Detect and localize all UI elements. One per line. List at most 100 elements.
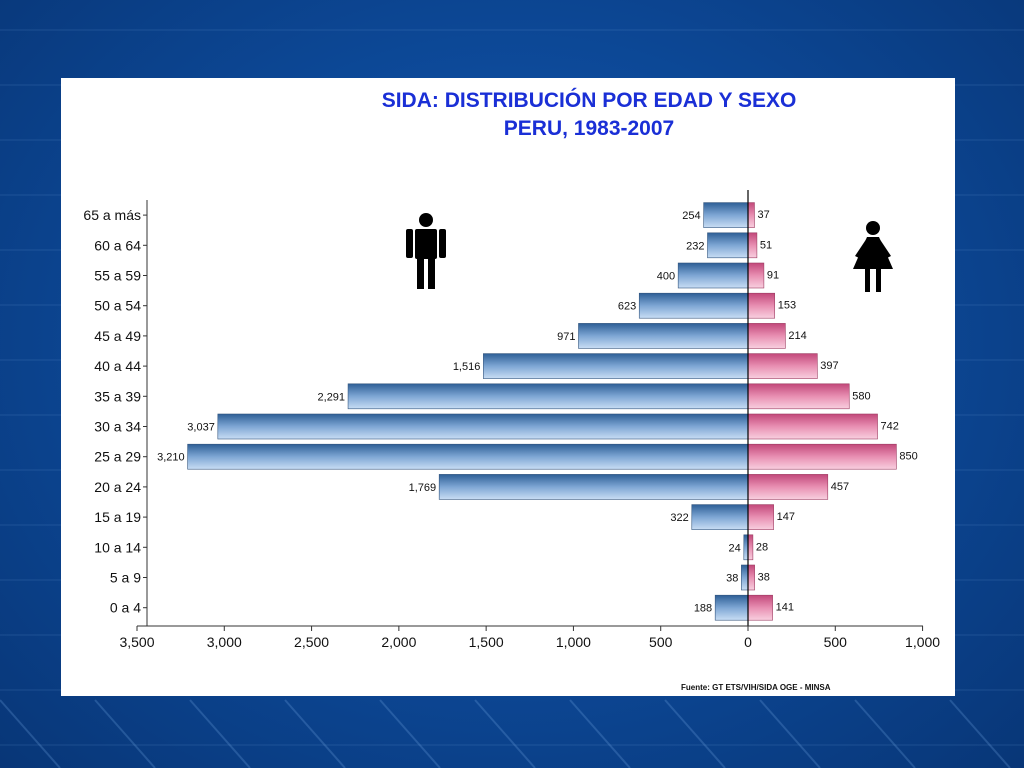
female-value-label: 153 — [778, 300, 796, 312]
female-bar — [747, 262, 765, 289]
male-value-label: 623 — [618, 301, 636, 313]
female-bar — [747, 292, 776, 319]
male-bar — [714, 594, 749, 621]
age-group-label: 35 a 39 — [94, 388, 141, 404]
female-bar — [747, 383, 850, 410]
male-value-label: 232 — [686, 240, 704, 252]
male-bar — [743, 534, 749, 561]
age-group-label: 40 a 44 — [94, 358, 141, 374]
age-group-label: 45 a 49 — [94, 328, 141, 344]
female-value-label: 742 — [881, 421, 899, 433]
male-bar — [217, 413, 749, 440]
background-line — [0, 699, 61, 768]
male-bar — [677, 262, 749, 289]
female-value-label: 580 — [852, 390, 870, 402]
female-value-label: 91 — [767, 270, 779, 282]
chart-panel: SIDA: DISTRIBUCIÓN POR EDAD Y SEXO PERU,… — [61, 78, 955, 696]
male-bar — [691, 504, 749, 530]
background-line — [189, 699, 251, 768]
male-bar — [187, 443, 749, 470]
x-tick-label: 2,000 — [381, 634, 416, 650]
age-group-labels: 65 a más 60 a 64 55 a 59 50 a 54 45 a 49 40 a… — [83, 207, 141, 616]
x-tick-label: 3,500 — [119, 634, 154, 650]
age-group-label: 30 a 34 — [94, 419, 141, 435]
male-value-label: 1,516 — [453, 361, 481, 373]
male-value-label: 400 — [657, 271, 675, 283]
female-value-label: 214 — [788, 330, 806, 342]
female-bar — [747, 594, 773, 621]
age-group-label: 20 a 24 — [94, 479, 141, 495]
population-pyramid-chart: SIDA: DISTRIBUCIÓN POR EDAD Y SEXO PERU,… — [83, 88, 940, 692]
value-labels: 254 37 232 51 400 91 623 153 971 214 1,516 397 2,291… — [157, 209, 918, 615]
x-tick-label: 500 — [824, 634, 848, 650]
x-tick-label: 1,500 — [469, 634, 504, 650]
x-tick-label: 2,500 — [294, 634, 329, 650]
source-note: Fuente: GT ETS/VIH/SIDA OGE - MINSA — [681, 683, 831, 692]
female-value-label: 141 — [776, 602, 794, 614]
female-value-label: 397 — [820, 360, 838, 372]
female-series — [747, 202, 897, 621]
age-group-label: 25 a 29 — [94, 449, 141, 465]
male-figure-icon — [406, 213, 446, 289]
female-value-label: 147 — [777, 511, 795, 523]
age-group-label: 5 a 9 — [110, 570, 141, 586]
female-value-label: 850 — [899, 451, 917, 463]
age-group-label: 65 a más — [83, 207, 141, 223]
background-line — [569, 699, 631, 768]
chart-subtitle: PERU, 1983-2007 — [504, 117, 674, 140]
background-line — [474, 699, 536, 768]
male-bar — [703, 202, 749, 228]
female-figure-icon — [853, 221, 893, 292]
chart-title: SIDA: DISTRIBUCIÓN POR EDAD Y SEXO — [382, 88, 797, 112]
female-bar — [747, 443, 897, 470]
female-bar — [747, 323, 786, 349]
female-value-label: 37 — [757, 209, 769, 221]
background-line — [759, 699, 821, 768]
age-group-label: 0 a 4 — [110, 600, 141, 616]
male-value-label: 322 — [670, 512, 688, 524]
male-value-label: 38 — [726, 573, 738, 585]
female-bar — [747, 504, 774, 530]
x-axis: 3,500 3,000 2,500 2,000 1,500 1,000 500 0 500 1,0… — [119, 190, 940, 650]
male-series — [187, 202, 749, 621]
male-bar — [347, 383, 749, 410]
x-tick-label: 1,000 — [556, 634, 591, 650]
male-bar — [438, 474, 749, 500]
male-value-label: 2,291 — [318, 391, 346, 403]
female-bar — [747, 353, 818, 379]
age-group-label: 60 a 64 — [94, 237, 141, 253]
male-value-label: 1,769 — [409, 482, 437, 494]
male-bar — [578, 323, 749, 349]
age-group-label: 15 a 19 — [94, 509, 141, 525]
female-value-label: 457 — [831, 481, 849, 493]
background-line — [854, 699, 916, 768]
female-bar — [747, 564, 755, 591]
male-value-label: 971 — [557, 331, 575, 343]
male-bar — [741, 564, 749, 591]
background-line — [284, 699, 346, 768]
female-value-label: 51 — [760, 239, 772, 251]
female-bar — [747, 413, 878, 440]
age-group-label: 55 a 59 — [94, 268, 141, 284]
background-line — [949, 699, 1011, 768]
x-tick-label: 1,000 — [905, 634, 940, 650]
x-tick-label: 500 — [649, 634, 673, 650]
female-value-label: 28 — [756, 541, 768, 553]
male-value-label: 254 — [682, 210, 700, 222]
male-value-label: 24 — [729, 542, 741, 554]
male-value-label: 3,037 — [187, 422, 215, 434]
age-group-label: 10 a 14 — [94, 539, 141, 555]
male-value-label: 188 — [694, 603, 712, 615]
female-bar — [747, 474, 829, 500]
x-tick-label: 3,000 — [207, 634, 242, 650]
age-group-label: 50 a 54 — [94, 298, 141, 314]
male-bar — [638, 292, 749, 319]
male-value-label: 3,210 — [157, 452, 185, 464]
female-bar — [747, 202, 755, 228]
female-bar — [747, 534, 754, 561]
background-line — [664, 699, 726, 768]
male-bar — [707, 232, 749, 259]
background-line — [94, 699, 156, 768]
x-tick-label: 0 — [744, 634, 752, 650]
